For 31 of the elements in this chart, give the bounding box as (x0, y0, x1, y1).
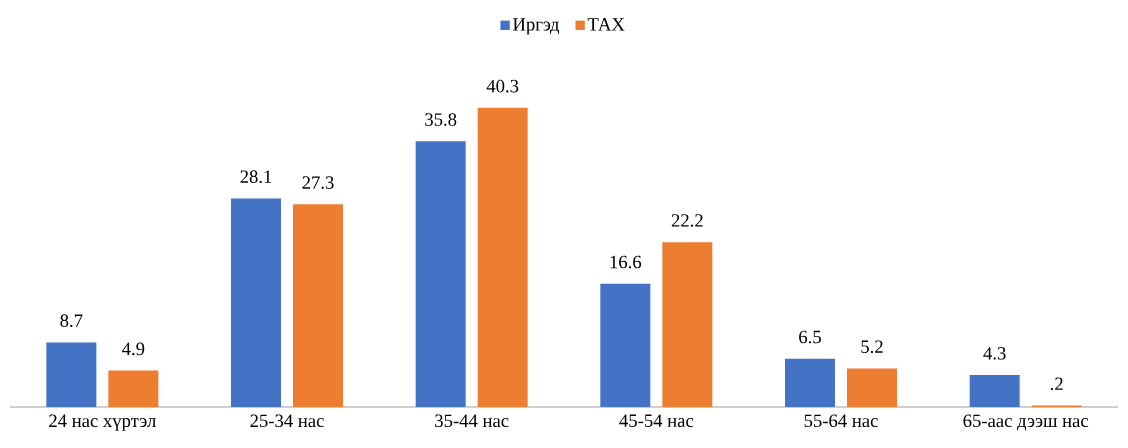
data-label: 35.8 (425, 113, 457, 126)
bar (46, 342, 97, 407)
bar (231, 198, 282, 407)
bar (108, 370, 159, 407)
x-tick-label: 35-44 нас (435, 414, 509, 428)
legend-label: ТАХ (587, 18, 625, 31)
data-label: 4.9 (122, 342, 145, 356)
bar (477, 107, 528, 407)
bar (600, 283, 651, 407)
data-label: 28.1 (240, 170, 272, 184)
data-label: 40.3 (486, 79, 519, 93)
x-tick-label: 24 нас хүртэл (49, 414, 156, 431)
data-label: 16.6 (610, 255, 642, 269)
data-label: 6.5 (799, 330, 821, 344)
x-tick-label: 55-64 нас (804, 414, 878, 428)
x-tick-label: 45-54 нас (619, 414, 694, 428)
bar (969, 375, 1020, 407)
data-label: 27.3 (302, 176, 334, 189)
x-tick-label: 25-34 нас (250, 414, 324, 428)
x-tick-label: 65-аас дээш нас (963, 414, 1089, 431)
bar (415, 141, 466, 407)
bar (847, 368, 897, 407)
legend-label: Иргэд (512, 18, 560, 35)
data-label: 8.7 (60, 314, 83, 328)
bar (293, 204, 344, 407)
bar (785, 358, 835, 407)
bar (662, 242, 713, 407)
data-label: .2 (1050, 377, 1063, 391)
data-label: 4.3 (983, 347, 1006, 360)
data-label: 5.2 (861, 340, 883, 354)
data-label: 22.2 (671, 214, 703, 227)
